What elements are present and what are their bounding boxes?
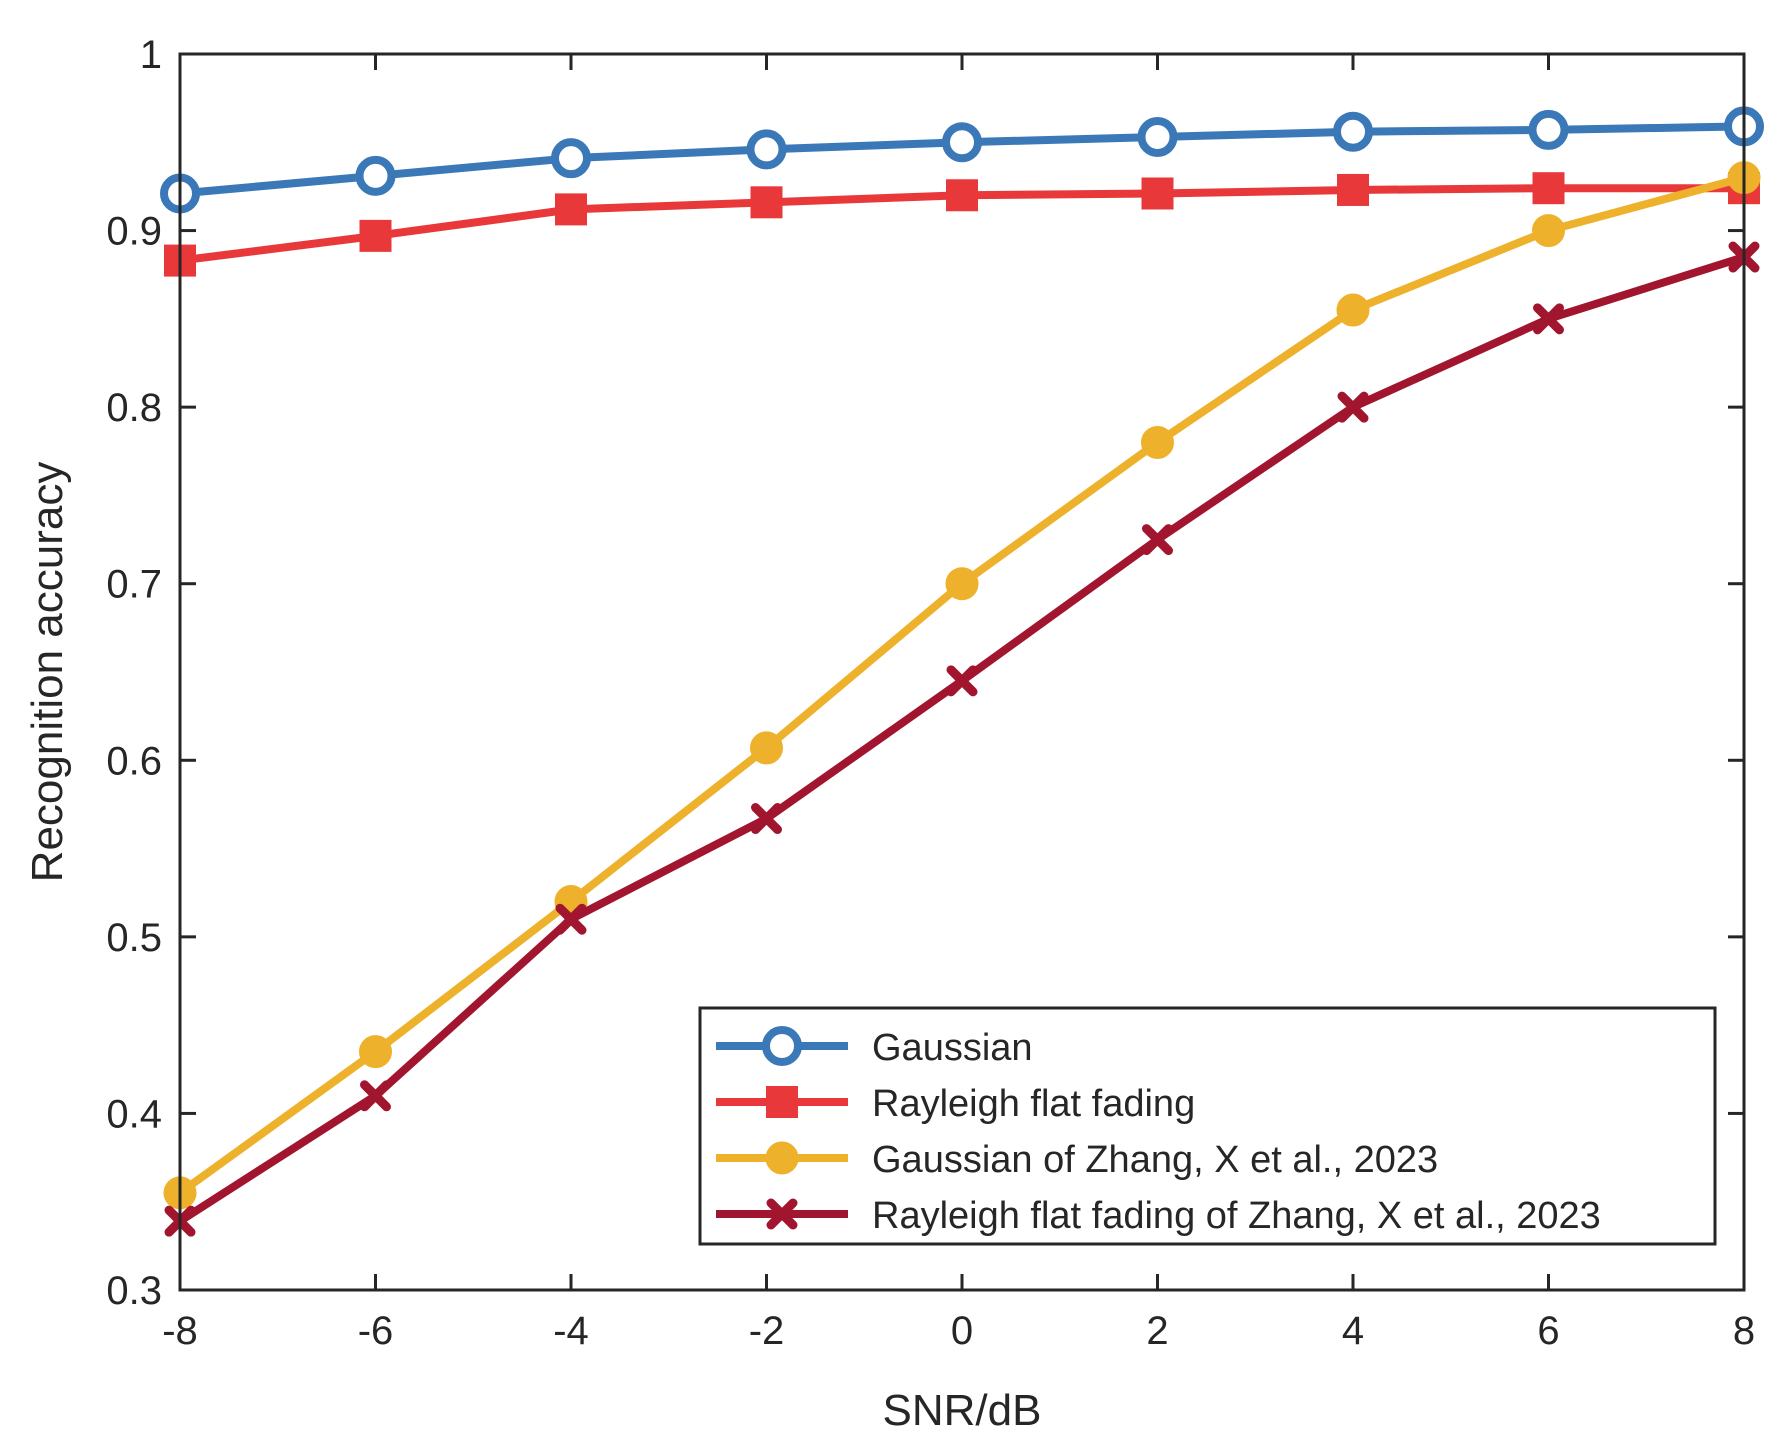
y-tick-label: 0.3 bbox=[106, 1269, 162, 1313]
x-tick-label: -2 bbox=[749, 1309, 785, 1353]
marker-x-stroke bbox=[1533, 303, 1564, 335]
data-point bbox=[1141, 425, 1174, 459]
y-tick-label: 1 bbox=[140, 33, 162, 77]
data-point bbox=[1142, 524, 1173, 556]
plot-frame bbox=[178, 52, 1746, 1292]
x-tick-label: 6 bbox=[1537, 1309, 1559, 1353]
data-point bbox=[746, 129, 787, 170]
legend-box bbox=[698, 1006, 1717, 1246]
marker-x-stroke bbox=[360, 1080, 391, 1112]
data-point bbox=[750, 731, 783, 765]
marker-x-stroke bbox=[766, 1198, 798, 1230]
data-point bbox=[1528, 109, 1569, 150]
x-tick-label: -6 bbox=[358, 1309, 394, 1353]
x-tick-label: 8 bbox=[1733, 1309, 1755, 1353]
data-point bbox=[555, 903, 587, 935]
legend-item-3: Gaussian of Zhang, X et al., 2023 bbox=[716, 1139, 1438, 1181]
legend-item-4: Rayleigh flat fading of Zhang, X et al.,… bbox=[716, 1195, 1601, 1237]
data-point bbox=[942, 122, 982, 163]
legend-marker bbox=[766, 1086, 798, 1118]
data-point bbox=[1336, 293, 1370, 327]
x-tick-label: 2 bbox=[1146, 1309, 1168, 1353]
y-axis-label: Recognition accuracy bbox=[23, 462, 72, 883]
data-point bbox=[355, 155, 396, 196]
data-point bbox=[1137, 116, 1178, 157]
y-tick-label: 0.9 bbox=[106, 210, 162, 254]
series-3 bbox=[163, 161, 1761, 1210]
marker-x-stroke bbox=[1142, 524, 1173, 556]
data-point bbox=[945, 567, 979, 601]
x-tick-label: 0 bbox=[951, 1309, 973, 1353]
data-point bbox=[946, 665, 978, 697]
x-axis-label: SNR/dB bbox=[883, 1386, 1042, 1435]
legend-item-1: Gaussian bbox=[716, 1026, 1033, 1069]
y-tick-label: 0.7 bbox=[106, 563, 162, 607]
data-point bbox=[1533, 303, 1564, 335]
data-point bbox=[750, 186, 783, 219]
data-point bbox=[555, 193, 587, 226]
data-point bbox=[1532, 172, 1565, 205]
marker-x-stroke bbox=[751, 803, 782, 835]
legend-item-2: Rayleigh flat fading bbox=[716, 1083, 1195, 1125]
data-point bbox=[751, 803, 782, 835]
legend-label: Rayleigh flat fading bbox=[872, 1083, 1195, 1125]
y-tick-label: 0.5 bbox=[106, 916, 162, 960]
legend-marker bbox=[762, 1026, 802, 1066]
legend-label: Gaussian of Zhang, X et al., 2023 bbox=[872, 1139, 1438, 1181]
y-tick-label: 0.6 bbox=[106, 739, 162, 783]
data-point bbox=[1337, 391, 1369, 423]
x-tick-label: -8 bbox=[162, 1309, 198, 1353]
data-point bbox=[1333, 111, 1373, 152]
marker-x-stroke bbox=[946, 665, 978, 697]
legend-label: Rayleigh flat fading of Zhang, X et al.,… bbox=[872, 1195, 1601, 1237]
data-point bbox=[551, 138, 591, 179]
x-tick-label: 4 bbox=[1342, 1309, 1364, 1353]
marker-x-stroke bbox=[1337, 391, 1369, 423]
data-point bbox=[946, 179, 978, 212]
y-tick-label: 0.8 bbox=[106, 386, 162, 430]
data-point bbox=[360, 1080, 391, 1112]
x-tick-label: -4 bbox=[553, 1309, 589, 1353]
legend-label: Gaussian bbox=[872, 1027, 1033, 1069]
legend: Gaussian Rayleigh flat fading Gaussian of … bbox=[698, 1006, 1717, 1246]
data-point bbox=[1141, 177, 1174, 210]
data-point bbox=[359, 1035, 392, 1069]
data-point bbox=[1532, 214, 1565, 248]
y-tick-label: 0.4 bbox=[106, 1092, 162, 1136]
data-point bbox=[359, 219, 392, 252]
marker-x-stroke bbox=[555, 903, 587, 935]
legend-marker bbox=[765, 1141, 799, 1175]
ticks-layer: -8 -6 -4 -2 0 2 4 6 8 0.3 0.4 0.5 0.6 0.7 0.8 0.9 1 bbox=[106, 33, 1755, 1353]
legend-marker bbox=[766, 1198, 798, 1230]
data-point bbox=[1337, 173, 1369, 206]
